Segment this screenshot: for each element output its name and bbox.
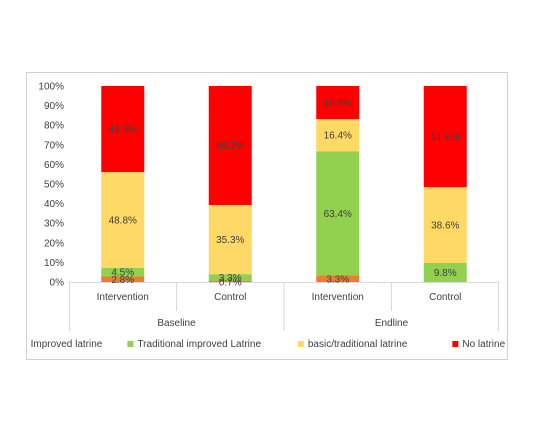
stacked-bar-chart: 0% 10% 20% 30% 40% 50% 60% 70% 80% 90% 100% 2.8%4.5… xyxy=(31,82,506,351)
x-category-label: Control xyxy=(214,292,246,303)
x-group-label: Endline xyxy=(375,318,409,329)
bar-segment xyxy=(423,262,467,282)
y-tick-label: 90% xyxy=(44,101,64,112)
bar-segment xyxy=(316,275,360,282)
bar-segment xyxy=(101,276,145,282)
bar-segment xyxy=(316,151,360,276)
legend-swatch xyxy=(297,341,304,347)
legend-label: basic/traditional latrine xyxy=(308,339,408,350)
data-label: 0.7% xyxy=(219,278,242,289)
data-label: 63.4% xyxy=(324,209,352,220)
y-tick-label: 30% xyxy=(44,219,64,230)
legend-label: No latrine xyxy=(462,339,505,350)
x-category-label: Intervention xyxy=(312,292,364,303)
y-tick-label: 0% xyxy=(50,278,65,289)
bar-segment xyxy=(316,119,360,152)
x-category-label: Control xyxy=(429,292,461,303)
data-label: 60.7% xyxy=(216,141,244,152)
bar-segment xyxy=(316,86,360,120)
bar-segment xyxy=(423,187,467,263)
data-label: 16.4% xyxy=(324,131,352,142)
bar-segment xyxy=(101,172,145,268)
y-tick-label: 70% xyxy=(44,140,64,151)
legend-swatch xyxy=(127,341,134,347)
legend-swatch xyxy=(452,341,459,347)
data-label: 43.9% xyxy=(109,125,137,136)
x-category-label: Intervention xyxy=(97,292,149,303)
data-label: 2.8% xyxy=(111,275,134,286)
data-label: 4.5% xyxy=(111,268,134,279)
y-tick-label: 80% xyxy=(44,121,64,132)
legend-label: Improved latrine xyxy=(31,339,103,350)
bar-segment xyxy=(101,267,145,277)
data-label: 38.6% xyxy=(431,220,459,231)
data-label: 48.8% xyxy=(109,215,137,226)
y-tick-label: 40% xyxy=(44,199,64,210)
bar-segment xyxy=(208,274,252,281)
legend-label: Traditional improved Latrine xyxy=(137,339,261,350)
bar-segment xyxy=(208,204,252,275)
y-tick-label: 10% xyxy=(44,258,64,269)
data-label: 35.3% xyxy=(216,235,244,246)
bar-segment xyxy=(101,86,145,173)
bar-segment xyxy=(208,86,252,205)
data-label: 3.3% xyxy=(326,274,349,285)
y-tick-label: 60% xyxy=(44,160,64,171)
data-label: 3.3% xyxy=(219,273,242,284)
y-tick-label: 20% xyxy=(44,238,64,249)
x-group-label: Baseline xyxy=(157,318,196,329)
bar-segment xyxy=(208,280,252,282)
y-tick-label: 50% xyxy=(44,180,64,191)
bar-segment xyxy=(423,86,467,188)
chart-frame: 0% 10% 20% 30% 40% 50% 60% 70% 80% 90% 100% 2.8% 4.5… xyxy=(26,72,508,360)
data-label: 16.9% xyxy=(324,98,352,109)
data-label: 51.6% xyxy=(431,132,459,143)
data-label: 9.8% xyxy=(434,268,457,279)
y-tick-label: 100% xyxy=(38,82,64,93)
